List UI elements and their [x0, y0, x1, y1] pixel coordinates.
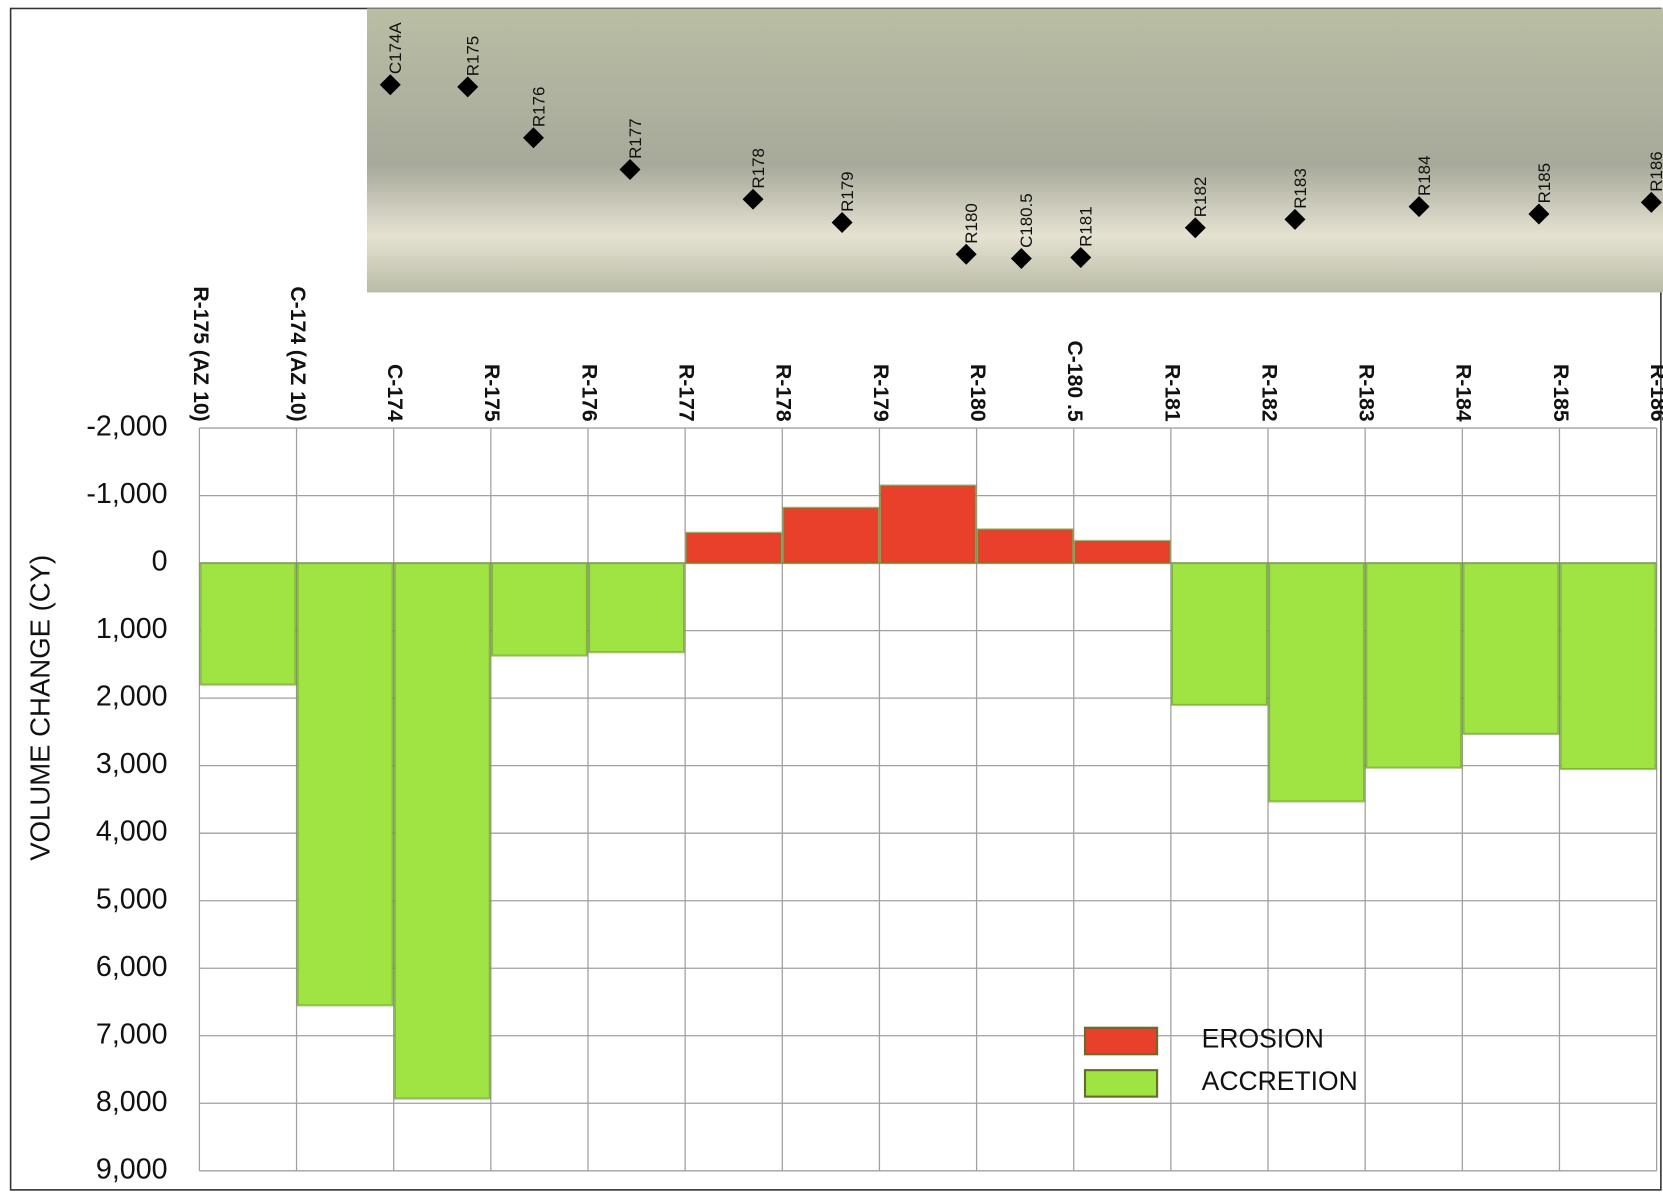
bar	[1170, 562, 1269, 706]
bar	[1365, 562, 1463, 769]
legend-swatch	[1083, 1069, 1159, 1098]
y-tick-label: -1,000	[86, 478, 167, 510]
bar	[685, 531, 783, 565]
y-tick-label: 6,000	[96, 951, 168, 983]
y-tick-label: 0	[152, 546, 168, 578]
legend-label: ACCRETION	[1202, 1066, 1358, 1096]
map-label: R175	[464, 36, 483, 77]
profile-label: R-179	[869, 364, 892, 422]
map-label: R183	[1291, 168, 1310, 209]
map-label: C180.5	[1017, 193, 1036, 248]
legend-swatch	[1083, 1026, 1159, 1056]
bar	[879, 484, 977, 565]
bar	[490, 562, 588, 657]
map-label: R176	[529, 87, 548, 128]
y-tick-label: 3,000	[96, 748, 168, 780]
bar	[976, 528, 1074, 565]
map-marker	[1408, 196, 1430, 218]
bar	[1462, 562, 1560, 735]
profile-label: R-186	[1646, 364, 1663, 422]
bar	[393, 562, 491, 1100]
profile-label: R-177	[675, 364, 698, 422]
bar	[782, 506, 880, 565]
profile-label: R-184	[1452, 364, 1475, 422]
y-tick-label: 9,000	[96, 1153, 168, 1185]
profile-label: C-174 (AZ 10)	[286, 286, 309, 421]
bar	[1073, 539, 1171, 565]
profile-label: R-178	[772, 364, 795, 422]
aerial-map	[366, 8, 1663, 293]
y-axis-label: VOLUME CHANGE (CY)	[25, 555, 56, 861]
map-label: R185	[1535, 163, 1554, 204]
profile-label: C-180 .5	[1063, 340, 1086, 421]
map-label: R178	[749, 148, 768, 189]
y-tick-label: 7,000	[96, 1018, 168, 1050]
bar	[1559, 562, 1657, 771]
map-marker	[1184, 217, 1206, 239]
map-marker	[742, 188, 764, 210]
y-tick-label: 1,000	[96, 613, 168, 645]
y-tick-label: 5,000	[96, 883, 168, 915]
map-marker	[457, 76, 479, 98]
y-tick-label: 8,000	[96, 1086, 168, 1118]
legend-label: EROSION	[1202, 1023, 1324, 1053]
y-tick-label: 4,000	[96, 816, 168, 848]
y-tick-label: -2,000	[86, 411, 167, 443]
map-label: R182	[1191, 177, 1210, 218]
profile-label: R-183	[1355, 364, 1378, 422]
bar	[1268, 562, 1366, 803]
map-label: R184	[1415, 156, 1434, 197]
profile-label: R-175	[480, 364, 503, 422]
profile-label: R-181	[1160, 364, 1183, 422]
bar	[199, 562, 297, 686]
bar	[296, 562, 394, 1007]
profile-label: R-182	[1257, 364, 1280, 422]
map-label: R177	[626, 118, 645, 159]
map-label: R186	[1647, 151, 1663, 192]
profile-label: R-176	[577, 364, 600, 422]
map-label: R179	[838, 171, 857, 212]
map-label: R180	[962, 203, 981, 244]
y-tick-label: 2,000	[96, 681, 168, 713]
profile-label: R-185	[1549, 364, 1572, 422]
profile-label: R-175 (AZ 10)	[189, 286, 212, 421]
map-label: R181	[1077, 206, 1096, 247]
bar	[587, 562, 686, 654]
map-label: C174A	[386, 22, 405, 75]
profile-label: R-180	[966, 364, 989, 422]
profile-label: C-174	[383, 364, 406, 422]
